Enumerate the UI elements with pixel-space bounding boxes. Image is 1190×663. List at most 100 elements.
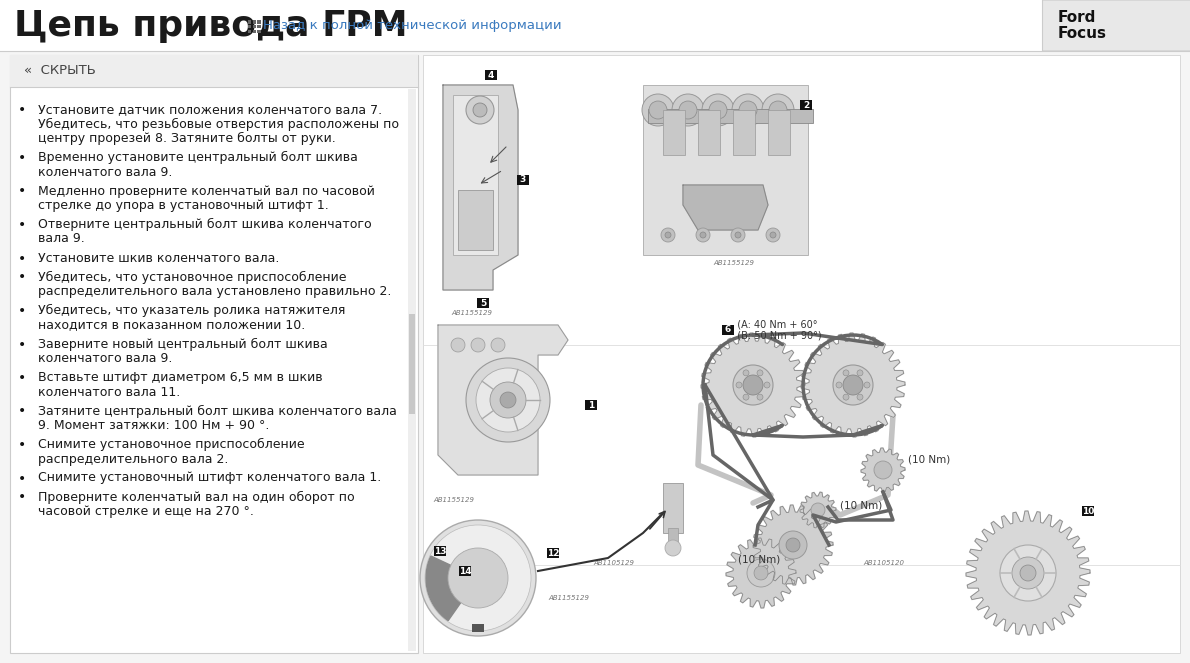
Text: Проверните коленчатый вал на один оборот по: Проверните коленчатый вал на один оборот… xyxy=(38,491,355,504)
Circle shape xyxy=(735,382,743,388)
Bar xyxy=(252,30,256,33)
Text: •: • xyxy=(18,371,26,385)
Text: распределительного вала установлено правильно 2.: распределительного вала установлено прав… xyxy=(38,285,392,298)
Bar xyxy=(409,314,415,414)
Text: •: • xyxy=(18,304,26,318)
Circle shape xyxy=(490,382,526,418)
Circle shape xyxy=(764,382,770,388)
Bar xyxy=(458,190,493,250)
Bar xyxy=(248,30,251,33)
Text: •: • xyxy=(18,337,26,351)
Text: 12: 12 xyxy=(546,548,559,558)
Circle shape xyxy=(843,370,848,376)
Text: AB1155129: AB1155129 xyxy=(549,595,589,601)
Circle shape xyxy=(769,101,787,119)
Bar xyxy=(668,528,678,543)
Circle shape xyxy=(739,101,757,119)
Text: Ford: Ford xyxy=(1058,9,1096,25)
Circle shape xyxy=(696,228,710,242)
Text: 13: 13 xyxy=(433,546,446,556)
Text: •: • xyxy=(18,184,26,198)
Text: «  СКРЫТЬ: « СКРЫТЬ xyxy=(24,64,96,78)
Circle shape xyxy=(735,232,741,238)
Bar xyxy=(486,70,497,80)
Bar xyxy=(649,109,813,123)
Text: коленчатого вала 9.: коленчатого вала 9. xyxy=(38,352,173,365)
Text: AB1155129: AB1155129 xyxy=(451,310,491,316)
Circle shape xyxy=(491,338,505,352)
Circle shape xyxy=(864,382,870,388)
Text: Цепь привода ГРМ: Цепь привода ГРМ xyxy=(14,9,408,43)
Text: AB1155129: AB1155129 xyxy=(433,497,474,503)
Text: центру прорезей 8. Затяните болты от руки.: центру прорезей 8. Затяните болты от рук… xyxy=(38,132,336,145)
Bar xyxy=(477,298,489,308)
Text: Focus: Focus xyxy=(1058,25,1107,40)
Text: (A: 40 Nm + 60°
  (B: 50 Nm + 90°): (A: 40 Nm + 60° (B: 50 Nm + 90°) xyxy=(731,319,821,341)
Bar xyxy=(1082,506,1094,516)
Polygon shape xyxy=(426,556,478,621)
Circle shape xyxy=(770,232,776,238)
Text: 5: 5 xyxy=(480,298,487,308)
Bar xyxy=(248,21,251,24)
Text: Снимите установочный штифт коленчатого вала 1.: Снимите установочный штифт коленчатого в… xyxy=(38,471,381,485)
Text: •: • xyxy=(18,151,26,165)
Circle shape xyxy=(731,228,745,242)
Bar xyxy=(252,21,256,24)
Text: Установите датчик положения коленчатого вала 7.: Установите датчик положения коленчатого … xyxy=(38,103,382,116)
Text: AB1105120: AB1105120 xyxy=(863,560,904,566)
Circle shape xyxy=(762,94,794,126)
Bar xyxy=(434,546,446,556)
Circle shape xyxy=(679,101,697,119)
Text: •: • xyxy=(18,218,26,232)
Text: (10 Nm): (10 Nm) xyxy=(840,500,882,510)
Circle shape xyxy=(837,382,843,388)
Circle shape xyxy=(447,548,508,608)
Circle shape xyxy=(1000,545,1056,601)
Circle shape xyxy=(672,94,704,126)
Text: коленчатого вала 11.: коленчатого вала 11. xyxy=(38,385,180,398)
Bar xyxy=(585,400,597,410)
Bar xyxy=(252,25,256,29)
Circle shape xyxy=(743,375,763,395)
Text: 10: 10 xyxy=(1082,507,1094,516)
Polygon shape xyxy=(683,185,768,230)
Text: •: • xyxy=(18,471,26,485)
Circle shape xyxy=(660,228,675,242)
Circle shape xyxy=(466,358,550,442)
Bar xyxy=(472,624,484,632)
Circle shape xyxy=(733,365,774,405)
Bar xyxy=(257,25,261,29)
Text: 1: 1 xyxy=(588,400,594,410)
Text: •: • xyxy=(18,271,26,284)
Bar xyxy=(1042,0,1190,50)
Text: 3: 3 xyxy=(520,176,526,184)
Text: распределительного вала 2.: распределительного вала 2. xyxy=(38,453,228,465)
Text: Убедитесь, что резьбовые отверстия расположены по: Убедитесь, что резьбовые отверстия распо… xyxy=(38,117,399,131)
Polygon shape xyxy=(701,333,804,437)
Circle shape xyxy=(451,338,465,352)
Circle shape xyxy=(857,370,863,376)
Circle shape xyxy=(747,559,775,587)
Circle shape xyxy=(779,531,807,559)
Text: (10 Nm): (10 Nm) xyxy=(908,455,951,465)
Circle shape xyxy=(833,365,873,405)
Circle shape xyxy=(500,392,516,408)
Text: Установите шкив коленчатого вала.: Установите шкив коленчатого вала. xyxy=(38,251,280,265)
Bar xyxy=(733,110,754,155)
Polygon shape xyxy=(753,505,833,585)
Circle shape xyxy=(812,503,825,517)
Bar xyxy=(459,566,471,576)
Bar xyxy=(257,21,261,24)
Bar xyxy=(10,55,418,653)
Circle shape xyxy=(665,232,671,238)
Polygon shape xyxy=(438,325,568,475)
Text: AB1155129: AB1155129 xyxy=(713,260,754,266)
Circle shape xyxy=(757,370,763,376)
Bar xyxy=(257,30,261,33)
Circle shape xyxy=(649,101,668,119)
Circle shape xyxy=(1012,557,1044,589)
Text: вала 9.: вала 9. xyxy=(38,233,84,245)
Circle shape xyxy=(754,566,768,580)
Bar xyxy=(699,110,720,155)
Circle shape xyxy=(743,370,749,376)
